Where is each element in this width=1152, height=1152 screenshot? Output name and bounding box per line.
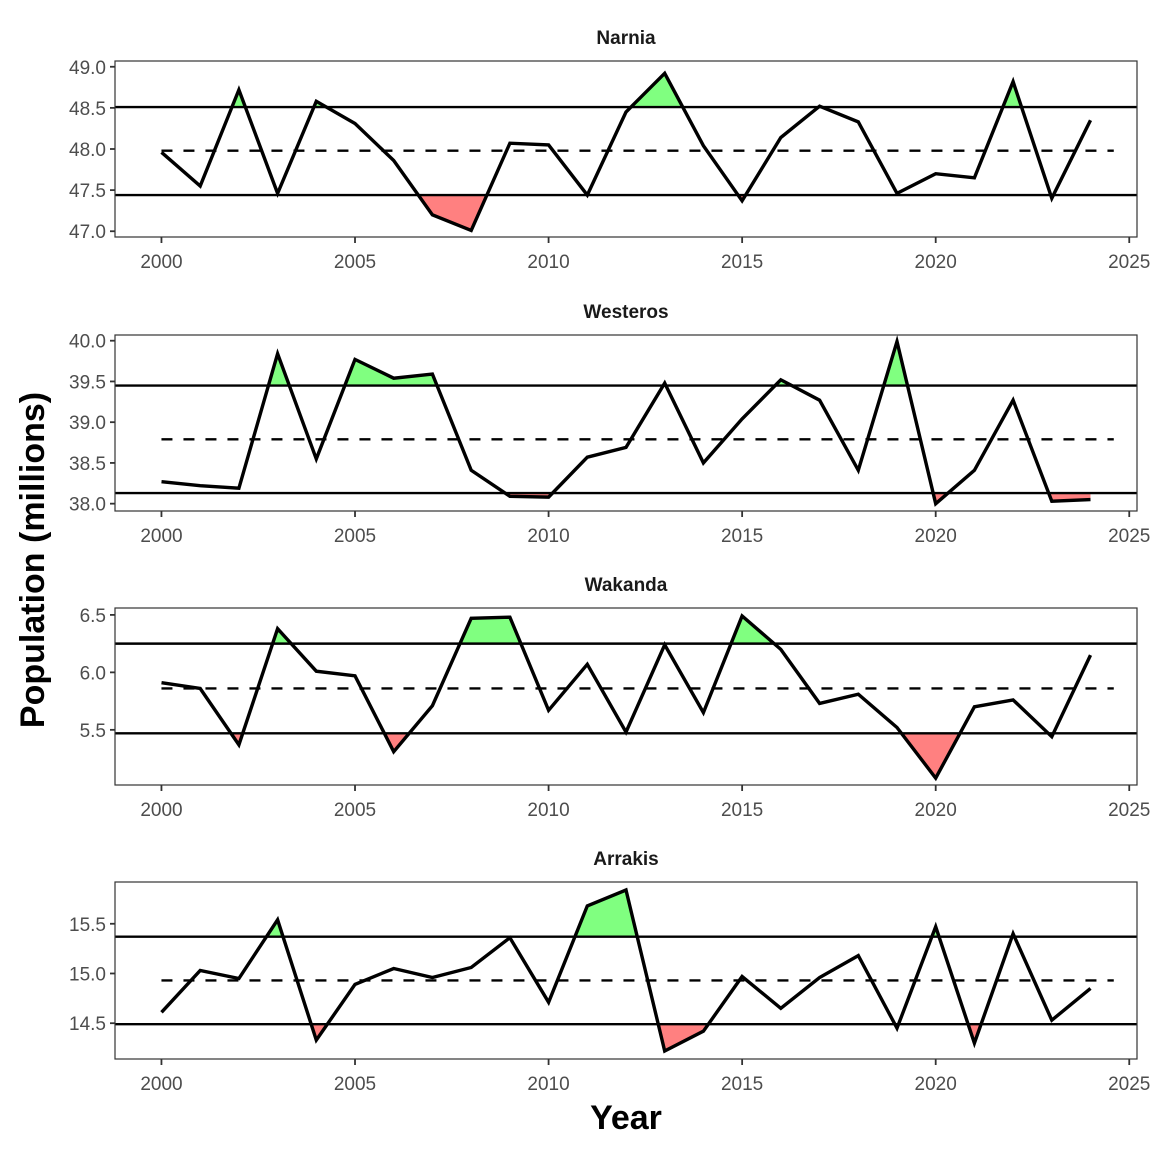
above-upper-fill: [459, 617, 521, 644]
x-tick-label: 2005: [334, 252, 376, 273]
x-tick-label: 2000: [140, 1074, 182, 1095]
x-tick-label: 2020: [915, 1074, 957, 1095]
panel-border: [114, 881, 1138, 1060]
below-lower-fill: [658, 1024, 709, 1051]
x-tick-label: 2010: [527, 252, 569, 273]
plot-area: [115, 70, 1137, 233]
plot-area: [115, 613, 1137, 782]
panel-wakanda: Wakanda 5.5 6.0 6.5 2000 2005 2010 2015 2020 2025: [80, 575, 1151, 821]
below-lower-fill: [418, 195, 487, 231]
x-tick-label: 2010: [527, 800, 569, 821]
y-tick-label: 48.0: [69, 140, 106, 161]
y-tick-label: 15.5: [69, 915, 106, 936]
y-tick-label: 47.0: [69, 222, 106, 243]
x-tick-label: 2020: [915, 252, 957, 273]
y-tick-label: 48.5: [69, 99, 106, 120]
panel-background: [115, 335, 1137, 511]
plot-area: [115, 335, 1137, 507]
x-tick-label: 2015: [721, 800, 763, 821]
above-upper-fill: [731, 616, 775, 644]
x-tick-label: 2000: [140, 526, 182, 547]
panels-group: Narnia 47.0 47.5 48.0 48.5 49.0 2000 2005 2010 20…: [69, 28, 1150, 1095]
x-tick-label: 2025: [1108, 800, 1150, 821]
x-tick-label: 2010: [527, 1074, 569, 1095]
y-axis-title: Population (millions): [14, 392, 52, 728]
panel-narnia: Narnia 47.0 47.5 48.0 48.5 49.0 2000 2005 2010 20…: [69, 28, 1150, 273]
above-upper-fill: [630, 73, 683, 108]
panel-title: Narnia: [596, 28, 656, 49]
population-line: [160, 70, 1093, 233]
x-axis-title: Year: [590, 1099, 662, 1137]
x-tick-label: 2000: [140, 800, 182, 821]
x-tick-label: 2005: [334, 800, 376, 821]
panel-arrakis: Arrakis 14.5 15.0 15.5 2000 2005 2010 2015 2020 2…: [69, 849, 1150, 1095]
x-tick-label: 2025: [1108, 252, 1150, 273]
y-tick-label: 38.5: [69, 454, 106, 475]
y-tick-label: 5.5: [80, 721, 106, 742]
above-upper-fill: [883, 341, 908, 386]
population-line: [160, 887, 1092, 1054]
population-line: [161, 613, 1093, 782]
x-tick-label: 2025: [1108, 1074, 1150, 1095]
y-tick-label: 47.5: [69, 181, 106, 202]
panel-background: [115, 61, 1137, 237]
panel-title: Westeros: [583, 302, 668, 323]
panel-westeros: Westeros 38.0 38.5 39.0 39.5 40.0 2000 2005 2010…: [69, 302, 1150, 547]
above-upper-fill: [574, 890, 638, 937]
x-tick-label: 2010: [527, 526, 569, 547]
x-tick-label: 2000: [140, 252, 182, 273]
plot-area: [115, 887, 1137, 1054]
below-lower-fill: [901, 733, 960, 779]
x-tick-label: 2015: [721, 252, 763, 273]
x-tick-label: 2005: [334, 1074, 376, 1095]
y-tick-label: 39.0: [69, 413, 106, 434]
below-lower-fill: [384, 733, 410, 752]
panel-background: [115, 608, 1137, 785]
above-upper-fill: [1002, 81, 1022, 108]
x-tick-label: 2005: [334, 526, 376, 547]
x-tick-label: 2020: [915, 800, 957, 821]
x-tick-label: 2020: [915, 526, 957, 547]
panel-border: [114, 607, 1138, 786]
panel-title: Arrakis: [593, 849, 659, 870]
population-line: [161, 335, 1091, 507]
above-upper-fill: [268, 353, 290, 386]
y-tick-label: 6.0: [80, 663, 106, 684]
panel-title: Wakanda: [585, 575, 668, 596]
y-tick-label: 14.5: [69, 1014, 106, 1035]
x-tick-label: 2015: [721, 1074, 763, 1095]
y-tick-label: 39.5: [69, 372, 106, 393]
y-tick-label: 15.0: [69, 964, 106, 985]
y-tick-label: 40.0: [69, 332, 106, 353]
y-tick-label: 38.0: [69, 495, 106, 516]
x-tick-label: 2015: [721, 526, 763, 547]
y-tick-label: 6.5: [80, 606, 106, 627]
y-tick-label: 49.0: [69, 58, 106, 79]
x-tick-label: 2025: [1108, 526, 1150, 547]
